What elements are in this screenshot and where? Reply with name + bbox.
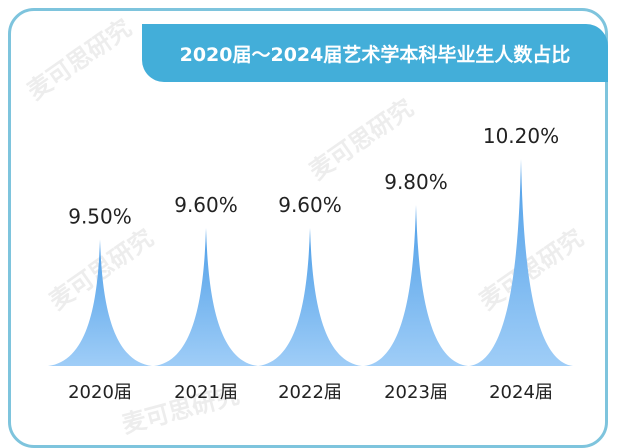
value-label: 9.50% — [68, 205, 132, 229]
value-label: 10.20% — [483, 124, 559, 148]
peak-mark-2020届 — [48, 239, 152, 366]
value-label: 9.60% — [174, 193, 238, 217]
peak-mark-2024届 — [469, 159, 573, 366]
value-label: 9.60% — [278, 193, 342, 217]
category-label: 2024届 — [489, 382, 553, 403]
category-label: 2021届 — [174, 382, 238, 403]
peak-mark-2022届 — [258, 228, 362, 366]
category-label: 2020届 — [68, 382, 132, 403]
peak-mark-2021届 — [154, 228, 258, 366]
chart-title-banner: 2020届～2024届艺术学本科毕业生人数占比 — [142, 24, 608, 82]
chart-title: 2020届～2024届艺术学本科毕业生人数占比 — [179, 43, 571, 66]
peak-chart: 9.50% 9.60% 9.60% 9.80% 10.20% 2020届 2021届 202… — [48, 124, 573, 403]
value-label: 9.80% — [384, 170, 448, 194]
peak-mark-2023届 — [364, 205, 468, 366]
category-label: 2022届 — [278, 382, 342, 403]
category-label: 2023届 — [384, 382, 448, 403]
